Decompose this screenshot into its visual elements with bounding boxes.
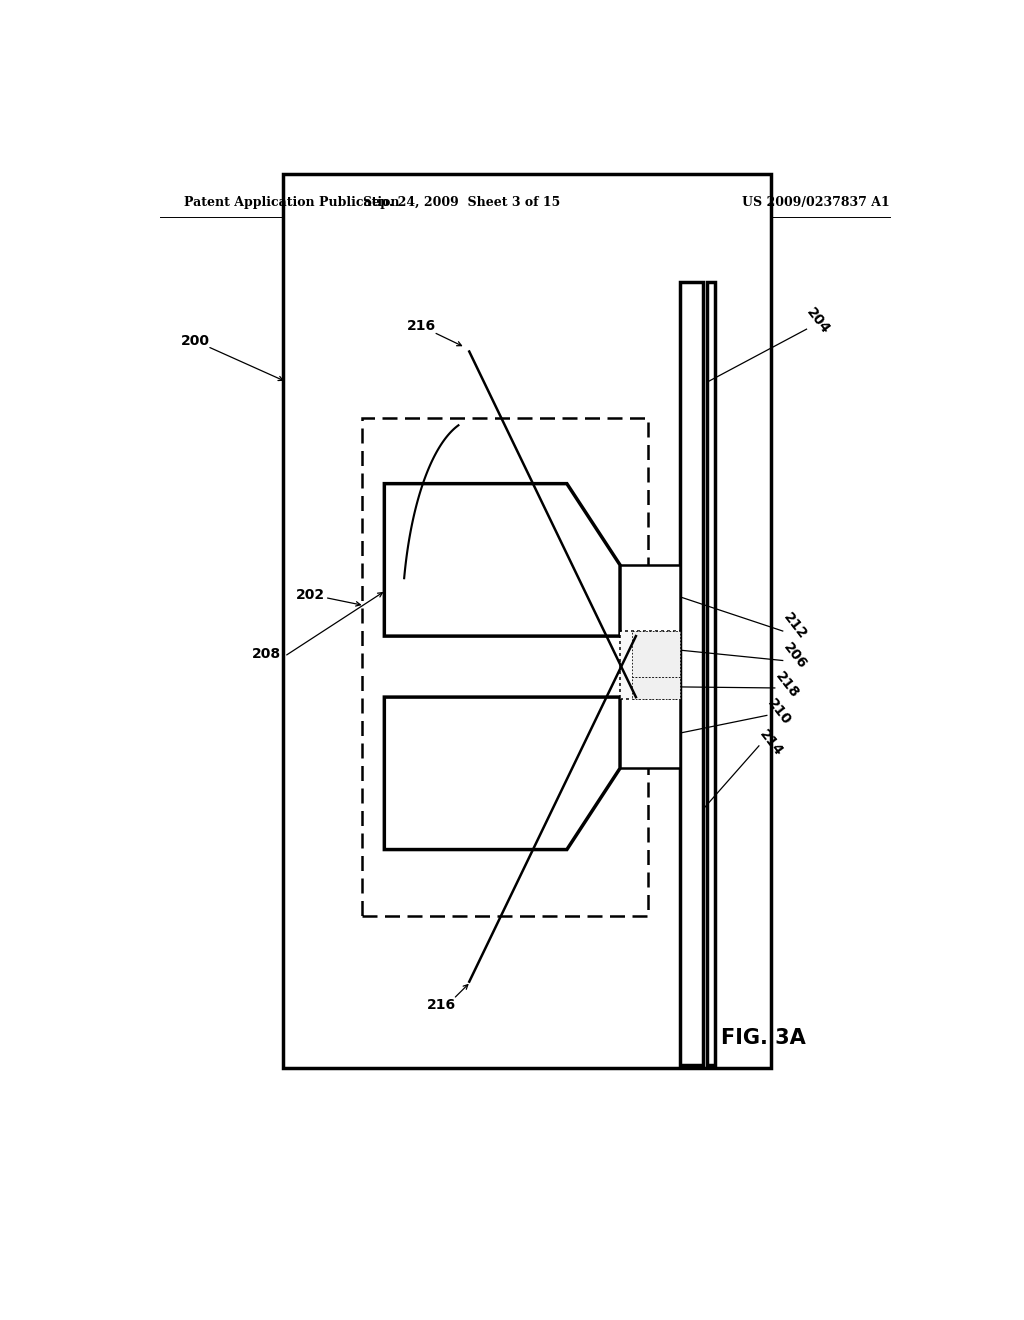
Text: 208: 208 xyxy=(252,647,282,661)
Text: 216: 216 xyxy=(427,998,456,1012)
Bar xyxy=(620,631,680,700)
Text: 218: 218 xyxy=(772,669,801,701)
Text: 212: 212 xyxy=(780,610,809,642)
Text: FIG. 3A: FIG. 3A xyxy=(721,1027,805,1048)
Text: 200: 200 xyxy=(181,334,210,348)
Text: 216: 216 xyxy=(408,319,436,333)
Text: 202: 202 xyxy=(296,589,325,602)
Polygon shape xyxy=(384,483,620,636)
Text: Sep. 24, 2009  Sheet 3 of 15: Sep. 24, 2009 Sheet 3 of 15 xyxy=(362,195,560,209)
Bar xyxy=(632,631,680,677)
Text: Patent Application Publication: Patent Application Publication xyxy=(183,195,399,209)
Bar xyxy=(680,282,703,1065)
Bar xyxy=(620,697,680,768)
Bar xyxy=(362,417,648,916)
Text: 206: 206 xyxy=(780,640,809,672)
Text: US 2009/0237837 A1: US 2009/0237837 A1 xyxy=(742,195,890,209)
Bar xyxy=(708,282,715,1065)
Bar xyxy=(632,677,680,700)
Polygon shape xyxy=(384,697,620,850)
Text: 210: 210 xyxy=(764,697,794,729)
Text: 214: 214 xyxy=(757,727,785,759)
Text: 204: 204 xyxy=(804,305,833,337)
Bar xyxy=(283,174,771,1068)
Bar xyxy=(620,565,680,636)
